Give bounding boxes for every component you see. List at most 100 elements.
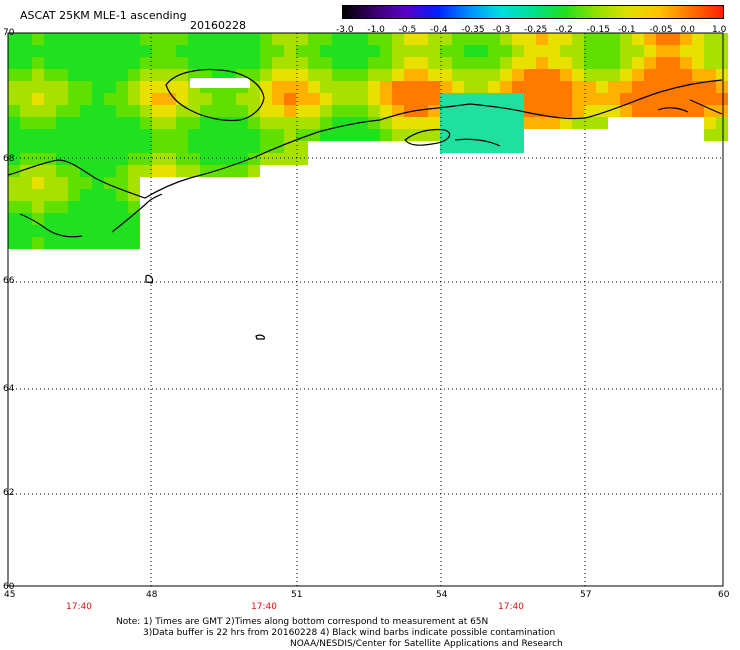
swath-cell xyxy=(8,177,20,189)
swath-cell xyxy=(476,33,488,45)
swath-cell xyxy=(260,69,272,81)
swath-cell xyxy=(620,33,632,45)
swath-cell xyxy=(104,69,116,81)
swath-cell xyxy=(608,69,620,81)
swath-cell xyxy=(20,237,32,249)
swath-cell xyxy=(524,93,536,105)
swath-cell xyxy=(380,117,392,129)
swath-cell xyxy=(44,213,56,225)
swath-cell xyxy=(440,69,452,81)
swath-cell xyxy=(8,153,20,165)
swath-cell xyxy=(44,237,56,249)
swath-cell xyxy=(116,129,128,141)
swath-cell xyxy=(20,81,32,93)
swath-cell xyxy=(104,225,116,237)
swath-cell xyxy=(512,33,524,45)
swath-cell xyxy=(452,141,464,153)
swath-cell xyxy=(200,117,212,129)
swath-cell xyxy=(32,201,44,213)
swath-cell xyxy=(656,69,668,81)
swath-cell xyxy=(320,81,332,93)
swath-cell xyxy=(548,93,560,105)
swath-cell xyxy=(632,93,644,105)
swath-cell xyxy=(80,69,92,81)
swath-cell xyxy=(704,33,716,45)
swath-cell xyxy=(488,129,500,141)
swath-cell xyxy=(272,93,284,105)
swath-cell xyxy=(500,69,512,81)
swath-cell xyxy=(308,105,320,117)
swath-cell xyxy=(572,33,584,45)
swath-cell xyxy=(56,33,68,45)
lat-label-60: 60 xyxy=(3,582,15,592)
swath-cell xyxy=(368,33,380,45)
swath-cell xyxy=(464,117,476,129)
swath-cell xyxy=(188,93,200,105)
swath-cell xyxy=(380,45,392,57)
swath-cell xyxy=(356,33,368,45)
swath-cell xyxy=(416,105,428,117)
swath-cell xyxy=(356,129,368,141)
swath-cell xyxy=(236,165,248,177)
swath-cell xyxy=(32,81,44,93)
swath-cell xyxy=(104,105,116,117)
swath-cell xyxy=(512,69,524,81)
swath-cell xyxy=(212,105,224,117)
swath-cell xyxy=(656,57,668,69)
swath-cell xyxy=(128,57,140,69)
swath-cell xyxy=(224,141,236,153)
swath-cell xyxy=(668,105,680,117)
swath-cell xyxy=(452,81,464,93)
swath-cell xyxy=(500,57,512,69)
swath-cell xyxy=(572,45,584,57)
swath-cell xyxy=(176,105,188,117)
swath-cell xyxy=(272,81,284,93)
swath-cell xyxy=(188,141,200,153)
swath-cell xyxy=(596,93,608,105)
swath-cell xyxy=(656,45,668,57)
swath-cell xyxy=(224,105,236,117)
swath-cell xyxy=(80,213,92,225)
swath-cell xyxy=(560,33,572,45)
swath-cell xyxy=(140,129,152,141)
swath-cell xyxy=(68,105,80,117)
swath-cell xyxy=(20,129,32,141)
swath-cell xyxy=(356,57,368,69)
swath-cell xyxy=(644,105,656,117)
swath-cell xyxy=(44,45,56,57)
swath-cell xyxy=(368,117,380,129)
swath-cell xyxy=(392,57,404,69)
swath-cell xyxy=(140,69,152,81)
swath-cell xyxy=(500,105,512,117)
swath-cell xyxy=(404,57,416,69)
swath-cell xyxy=(428,105,440,117)
swath-cell xyxy=(680,81,692,93)
data-swath xyxy=(8,33,728,249)
note-line-1: Note: 1) Times are GMT 2)Times along bot… xyxy=(116,617,489,627)
swath-cell xyxy=(80,81,92,93)
swath-cell xyxy=(680,57,692,69)
swath-cell xyxy=(80,189,92,201)
swath-cell xyxy=(224,93,236,105)
map-title: ASCAT 25KM MLE-1 ascending xyxy=(20,9,187,22)
swath-cell xyxy=(188,165,200,177)
swath-cell xyxy=(56,237,68,249)
swath-cell xyxy=(476,105,488,117)
swath-cell xyxy=(128,117,140,129)
swath-cell xyxy=(128,45,140,57)
swath-cell xyxy=(200,93,212,105)
swath-cell xyxy=(152,129,164,141)
swath-cell xyxy=(668,81,680,93)
swath-cell xyxy=(572,93,584,105)
swath-cell xyxy=(440,117,452,129)
swath-cell xyxy=(116,153,128,165)
swath-cell xyxy=(68,81,80,93)
swath-cell xyxy=(284,129,296,141)
lon-label-51: 51 xyxy=(291,590,303,600)
swath-cell xyxy=(356,93,368,105)
swath-cell xyxy=(200,141,212,153)
swath-cell xyxy=(608,93,620,105)
swath-cell xyxy=(476,45,488,57)
swath-cell xyxy=(8,141,20,153)
swath-cell xyxy=(56,177,68,189)
